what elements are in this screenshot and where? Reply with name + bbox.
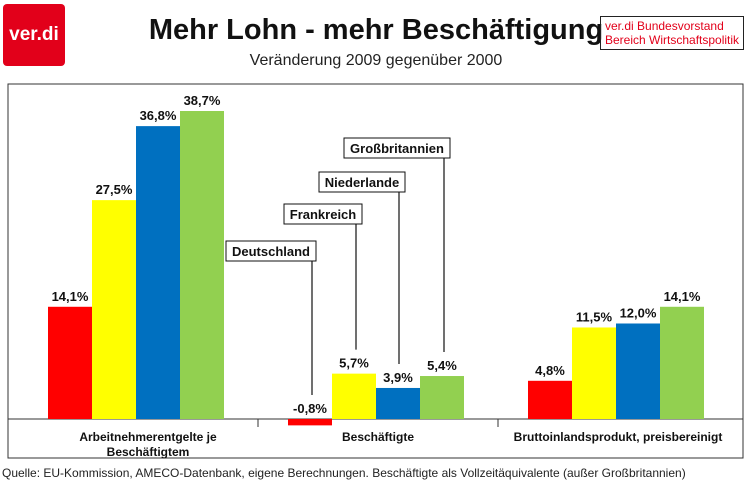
data-label-großbritannien-2: 14,1% bbox=[664, 289, 701, 304]
category-label-2: Bruttoinlandsprodukt, preisbereinigt bbox=[514, 430, 723, 444]
callout-box-0 bbox=[225, 240, 317, 262]
legend-label-großbritannien: Großbritannien bbox=[350, 141, 444, 156]
data-label-niederlande-1: 3,9% bbox=[383, 370, 413, 385]
data-label-deutschland-1: -0,8% bbox=[293, 401, 327, 416]
bar-frankreich-1 bbox=[332, 373, 376, 419]
data-label-frankreich-1: 5,7% bbox=[339, 356, 369, 371]
verdi-logo: ver.di bbox=[3, 4, 65, 66]
plot-frame bbox=[7, 83, 744, 459]
chart-subtitle: Veränderung 2009 gegenüber 2000 bbox=[249, 52, 503, 69]
logo-text: ver.di bbox=[9, 24, 59, 45]
bar-großbritannien-0 bbox=[180, 111, 224, 419]
bar-deutschland-0 bbox=[48, 306, 92, 419]
data-label-großbritannien-0: 38,7% bbox=[184, 93, 221, 108]
category-label-0: Beschäftigtem bbox=[107, 445, 190, 459]
publisher-line-1: ver.di Bundesvorstand bbox=[605, 19, 724, 33]
chart-title: Mehr Lohn - mehr Beschäftigung bbox=[148, 14, 604, 46]
data-label-niederlande-0: 36,8% bbox=[140, 108, 177, 123]
bar-großbritannien-2 bbox=[660, 306, 704, 419]
bar-niederlande-1 bbox=[376, 387, 420, 419]
data-label-frankreich-2: 11,5% bbox=[576, 309, 613, 324]
callout-box-2 bbox=[318, 171, 406, 193]
category-label-0: Arbeitnehmerentgelte je bbox=[79, 430, 217, 444]
data-label-deutschland-0: 14,1% bbox=[52, 289, 89, 304]
publisher-box: ver.di Bundesvorstand Bereich Wirtschaft… bbox=[600, 16, 744, 50]
callout-box-3 bbox=[343, 137, 451, 159]
legend-label-frankreich: Frankreich bbox=[290, 207, 357, 222]
data-label-niederlande-2: 12,0% bbox=[620, 305, 657, 320]
bar-deutschland-1 bbox=[288, 419, 332, 426]
category-label-1: Beschäftigte bbox=[342, 430, 414, 444]
legend-label-niederlande: Niederlande bbox=[325, 175, 399, 190]
bar-deutschland-2 bbox=[528, 380, 572, 419]
bar-niederlande-0 bbox=[136, 126, 180, 419]
data-label-großbritannien-1: 5,4% bbox=[427, 358, 457, 373]
source-note: Quelle: EU-Kommission, AMECO-Datenbank, … bbox=[2, 466, 686, 480]
bar-frankreich-0 bbox=[92, 200, 136, 419]
data-label-deutschland-2: 4,8% bbox=[535, 363, 565, 378]
legend-label-deutschland: Deutschland bbox=[232, 244, 310, 259]
publisher-line-2: Bereich Wirtschaftspolitik bbox=[605, 33, 740, 47]
bar-niederlande-2 bbox=[616, 323, 660, 419]
bar-großbritannien-1 bbox=[420, 376, 464, 419]
callout-box-1 bbox=[283, 203, 363, 225]
bar-frankreich-2 bbox=[572, 327, 616, 419]
data-label-frankreich-0: 27,5% bbox=[96, 182, 133, 197]
